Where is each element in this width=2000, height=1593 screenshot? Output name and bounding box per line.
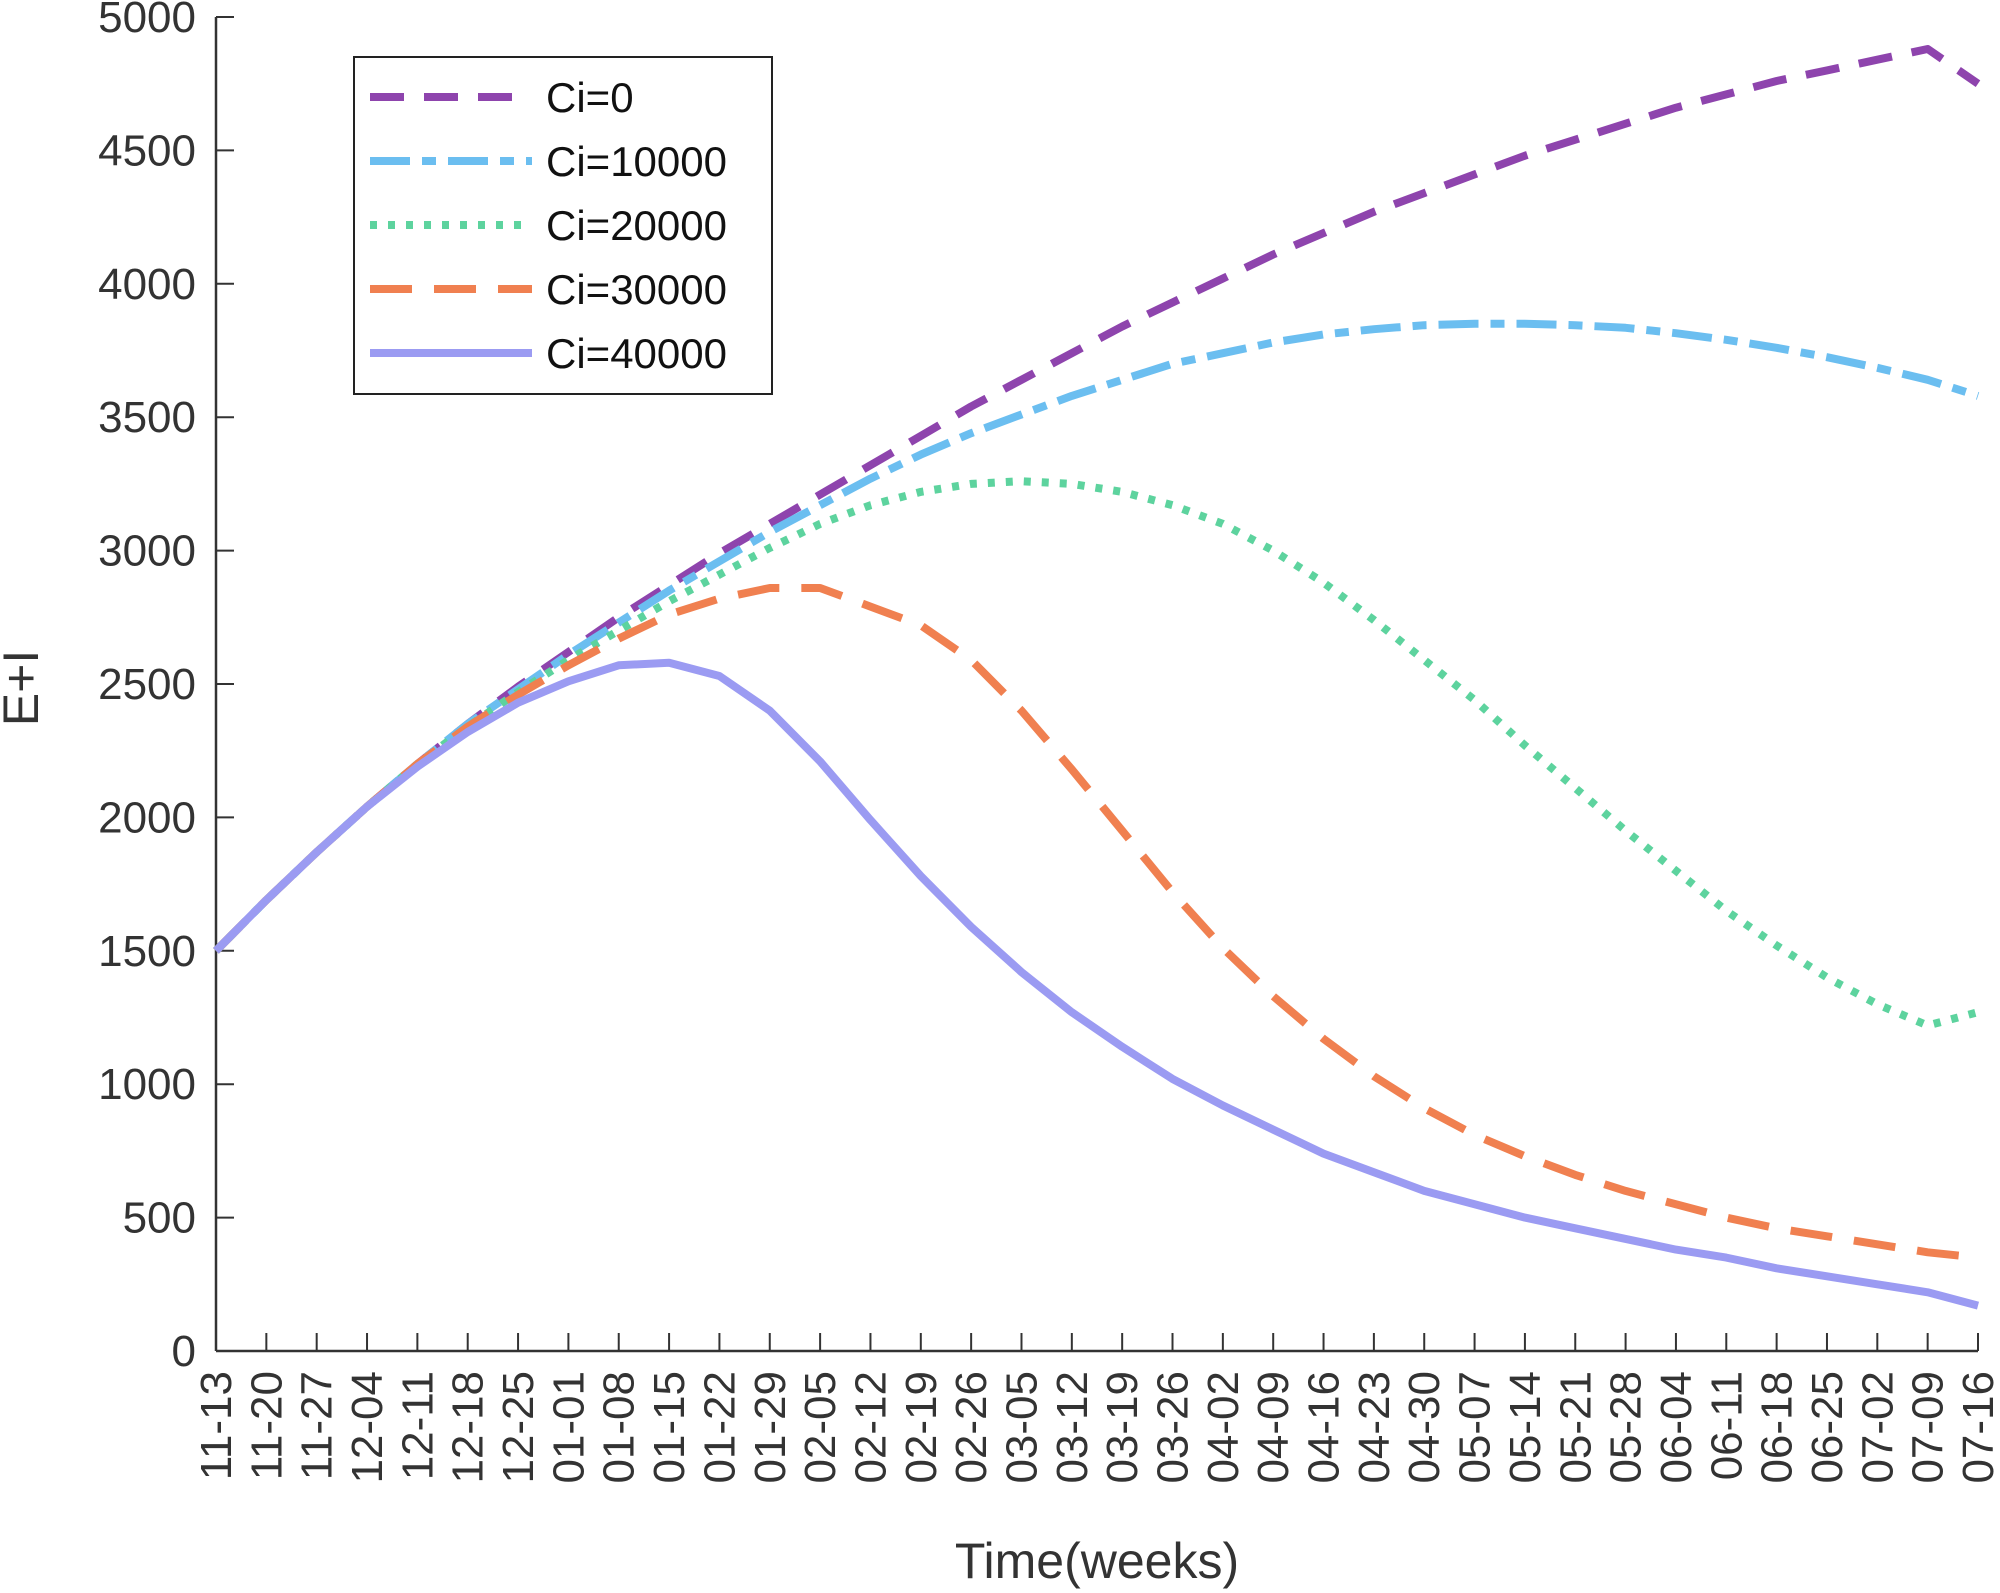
x-tick-label: 04-16	[1300, 1371, 1349, 1484]
legend: Ci=0 Ci=10000 Ci=20000 Ci=30000 Ci=40000	[353, 56, 773, 395]
x-tick-label: 02-19	[897, 1371, 946, 1484]
x-tick-label: 04-02	[1199, 1371, 1248, 1484]
x-tick-label: 07-16	[1954, 1371, 2000, 1484]
x-tick-label: 11-27	[293, 1371, 342, 1480]
x-tick-label: 06-04	[1652, 1371, 1701, 1484]
x-tick-label: 01-29	[746, 1371, 795, 1484]
series-line	[213, 658, 1980, 1310]
x-axis-title: Time(weeks)	[955, 1533, 1239, 1589]
x-tick-label: 01-01	[544, 1371, 593, 1484]
y-tick-label: 3500	[98, 393, 196, 442]
legend-box	[353, 56, 773, 395]
x-tick-label: 02-12	[846, 1371, 895, 1484]
x-tick-label: 06-18	[1753, 1371, 1802, 1484]
x-tick-label: 02-05	[796, 1371, 845, 1484]
x-tick-label: 06-25	[1803, 1371, 1852, 1484]
x-tick-label: 04-09	[1249, 1371, 1298, 1484]
x-tick-label: 01-15	[645, 1371, 694, 1484]
x-tick-label: 06-11	[1702, 1371, 1751, 1480]
x-tick-label: 05-28	[1602, 1371, 1651, 1484]
legend-label: Ci=0	[546, 74, 634, 121]
y-tick-label: 500	[123, 1194, 196, 1243]
y-tick-label: 3000	[98, 527, 196, 576]
series-line	[213, 319, 1980, 954]
x-tick-label: 01-08	[595, 1371, 644, 1484]
x-axis-ticks: 11-13 11-20 11-27 12-04 12-11 12-18 12-25 01-01…	[192, 1333, 2000, 1484]
x-tick-label: 05-14	[1501, 1371, 1550, 1484]
y-tick-label: 2000	[98, 793, 196, 842]
y-tick-label: 5000	[98, 0, 196, 42]
legend-label: Ci=40000	[546, 330, 727, 377]
x-tick-label: 03-12	[1048, 1371, 1097, 1484]
y-tick-label: 1500	[98, 927, 196, 976]
x-tick-label: 11-20	[242, 1371, 291, 1480]
legend-label: Ci=30000	[546, 266, 727, 313]
series-lines	[213, 45, 1981, 1310]
x-tick-label: 05-21	[1551, 1371, 1600, 1484]
y-tick-label: 1000	[98, 1060, 196, 1109]
y-tick-label: 4000	[98, 260, 196, 309]
x-tick-label: 05-07	[1451, 1371, 1500, 1484]
x-tick-label: 07-09	[1904, 1371, 1953, 1484]
y-axis-title: E+I	[0, 650, 49, 726]
x-tick-label: 12-25	[494, 1371, 543, 1484]
legend-label: Ci=20000	[546, 202, 727, 249]
x-tick-label: 07-02	[1853, 1371, 1902, 1484]
x-tick-label: 03-05	[997, 1371, 1046, 1484]
y-tick-label: 2500	[98, 660, 196, 709]
x-tick-label: 04-30	[1400, 1371, 1449, 1484]
series-line	[213, 477, 1980, 1030]
x-tick-label: 03-19	[1098, 1371, 1147, 1484]
y-tick-label: 0	[172, 1327, 196, 1376]
legend-label: Ci=10000	[546, 138, 727, 185]
x-tick-label: 12-11	[393, 1371, 442, 1480]
y-axis-ticks: 0 500 1000 1500 2000 2500 3000 3500 4000 4500 5000	[98, 0, 234, 1376]
x-tick-label: 11-13	[192, 1371, 241, 1480]
x-tick-label: 01-22	[695, 1371, 744, 1484]
y-tick-label: 4500	[98, 126, 196, 175]
x-tick-label: 02-26	[947, 1371, 996, 1484]
x-tick-label: 12-04	[343, 1371, 392, 1484]
x-tick-label: 04-23	[1350, 1371, 1399, 1484]
x-tick-label: 03-26	[1149, 1371, 1198, 1484]
x-tick-label: 12-18	[444, 1371, 493, 1484]
series-line	[213, 584, 1979, 1262]
